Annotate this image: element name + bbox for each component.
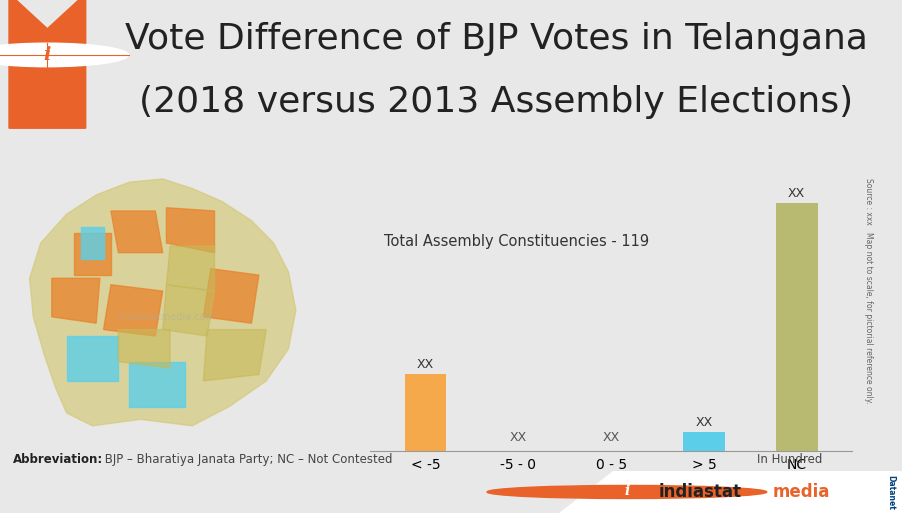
Text: XX: XX bbox=[417, 359, 434, 371]
Text: Source : xxx   Map not to scale, for pictorial reference only.: Source : xxx Map not to scale, for picto… bbox=[864, 179, 872, 404]
Polygon shape bbox=[204, 269, 259, 323]
Polygon shape bbox=[104, 285, 162, 336]
Text: XX: XX bbox=[788, 187, 805, 201]
Text: i: i bbox=[624, 484, 630, 498]
Polygon shape bbox=[81, 227, 104, 259]
Polygon shape bbox=[167, 246, 215, 291]
Circle shape bbox=[487, 485, 767, 499]
Polygon shape bbox=[162, 285, 215, 336]
Polygon shape bbox=[67, 336, 118, 381]
Text: indiastatmedia.com: indiastatmedia.com bbox=[118, 312, 215, 322]
Text: (2018 versus 2013 Assembly Elections): (2018 versus 2013 Assembly Elections) bbox=[139, 85, 853, 119]
Polygon shape bbox=[204, 330, 266, 381]
Text: Datanet: Datanet bbox=[887, 475, 896, 509]
Text: indiastat: indiastat bbox=[658, 483, 741, 501]
Text: Total Assembly Constituencies - 119: Total Assembly Constituencies - 119 bbox=[384, 234, 649, 249]
Text: XX: XX bbox=[510, 431, 527, 444]
Polygon shape bbox=[559, 471, 902, 513]
Polygon shape bbox=[51, 278, 100, 323]
Text: BJP – Bharatiya Janata Party; NC – Not Contested: BJP – Bharatiya Janata Party; NC – Not C… bbox=[101, 452, 392, 466]
Text: Vote Difference of BJP Votes in Telangana: Vote Difference of BJP Votes in Telangan… bbox=[124, 22, 868, 56]
Bar bbox=[405, 374, 446, 451]
Bar bbox=[776, 204, 817, 451]
Text: Abbreviation:: Abbreviation: bbox=[14, 452, 104, 466]
Polygon shape bbox=[167, 208, 215, 253]
Polygon shape bbox=[111, 211, 162, 253]
Polygon shape bbox=[9, 0, 86, 128]
Text: i: i bbox=[43, 46, 51, 64]
Text: media: media bbox=[773, 483, 831, 501]
Circle shape bbox=[0, 43, 128, 67]
Polygon shape bbox=[118, 330, 170, 368]
Polygon shape bbox=[74, 233, 111, 275]
Text: In Hundred: In Hundred bbox=[757, 452, 823, 466]
Text: XX: XX bbox=[603, 431, 620, 444]
Polygon shape bbox=[30, 179, 296, 426]
Polygon shape bbox=[130, 362, 185, 406]
Bar bbox=[683, 432, 725, 451]
Text: XX: XX bbox=[695, 416, 713, 429]
